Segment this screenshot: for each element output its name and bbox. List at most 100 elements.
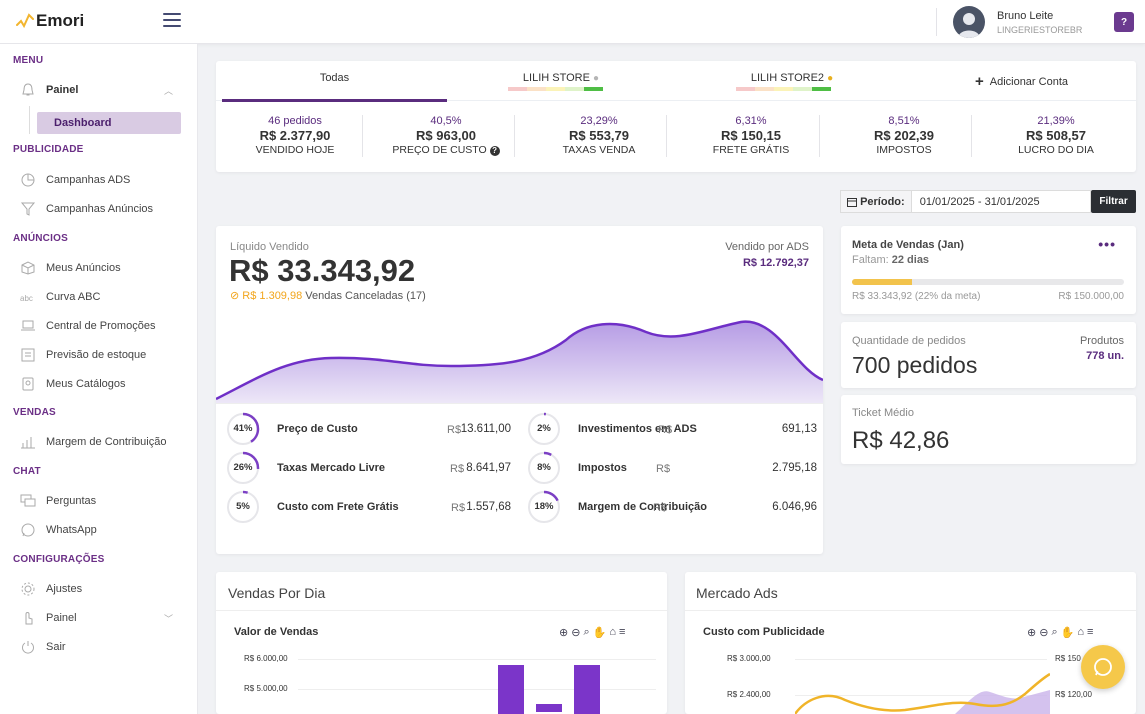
y-right-tick-label: R$ 120,00 [1055, 690, 1092, 699]
sidebar-item-dashboard[interactable]: Dashboard [37, 112, 181, 134]
tree-line [29, 106, 30, 134]
ads-line [795, 672, 1050, 714]
sidebar-item-meus-catalogos[interactable]: Meus Catálogos [0, 372, 197, 396]
pan-icon[interactable]: ✋ [1060, 627, 1075, 639]
search-icon[interactable]: ⌕ [583, 626, 590, 638]
sidebar-item-painel[interactable]: Painel ︿ [0, 78, 197, 102]
y-tick-label: R$ 5.000,00 [244, 684, 288, 693]
bar[interactable] [574, 665, 600, 714]
tab-lilih-store2[interactable]: LILIH STORE2 ● [677, 61, 907, 101]
bar-chart-icon [21, 437, 35, 449]
catalog-icon [22, 377, 34, 391]
search-icon[interactable]: ⌕ [1051, 626, 1058, 638]
sidebar-item-margem[interactable]: Margem de Contribuição [0, 430, 197, 454]
ads-area [955, 690, 1050, 714]
tab-label: Todas [319, 72, 350, 84]
help-button[interactable]: ? [1114, 12, 1134, 32]
ring-percent: 5% [236, 501, 250, 512]
filter-button[interactable]: Filtrar [1091, 190, 1136, 213]
section-menu: MENU [13, 55, 44, 66]
sidebar: MENU Painel ︿ Dashboard PUBLICIDADE Camp… [0, 44, 198, 714]
grid-line [298, 689, 656, 690]
cost-label: Preço de Custo [277, 423, 358, 435]
sidebar-item-campanhas-anuncios[interactable]: Campanhas Anúncios [0, 197, 197, 221]
section-anuncios: ANÚNCIOS [13, 233, 68, 244]
whatsapp-chat-button[interactable] [1081, 645, 1125, 689]
liquido-value: R$ 33.343,92 [229, 253, 416, 288]
grid-line [298, 659, 656, 660]
percent-ring [226, 412, 260, 446]
bar[interactable] [498, 665, 524, 714]
section-vendas: VENDAS [13, 407, 56, 418]
canceled-value: R$ 1.309,98 [242, 290, 303, 302]
stat-vendido-hoje: 46 pedidos R$ 2.377,90 VENDIDO HOJE [220, 115, 370, 156]
user-name[interactable]: Bruno Leite [997, 10, 1054, 22]
zoom-in-icon[interactable]: ⊕ [559, 627, 569, 639]
sidebar-item-sair[interactable]: Sair [0, 635, 197, 659]
pie-chart-icon [21, 173, 35, 187]
sidebar-item-painel-config[interactable]: Painel ﹀ [0, 606, 197, 630]
sidebar-item-previsao-estoque[interactable]: Previsão de estoque [0, 343, 197, 367]
tab-todas[interactable]: Todas [222, 61, 447, 101]
stat-pct: 6,31% [735, 115, 767, 127]
avatar[interactable] [953, 6, 985, 38]
tab-lilih-store[interactable]: LILIH STORE ● [447, 61, 677, 101]
percent-ring [226, 490, 260, 524]
sidebar-item-meus-anuncios[interactable]: Meus Anúncios [0, 256, 197, 280]
sidebar-item-central-promocoes[interactable]: Central de Promoções [0, 314, 197, 338]
chevron-down-icon[interactable]: ﹀ [164, 614, 174, 624]
sidebar-label: Meus Catálogos [46, 378, 126, 390]
sidebar-label: Campanhas Anúncios [46, 203, 154, 215]
stat-label: IMPOSTOS [876, 144, 932, 156]
y-right-tick-label: R$ 150 [1055, 654, 1081, 663]
add-account-button[interactable]: + Adicionar Conta [907, 61, 1136, 101]
home-icon[interactable]: ⌂ [609, 626, 616, 638]
sidebar-item-whatsapp[interactable]: WhatsApp [0, 518, 197, 542]
zoom-in-icon[interactable]: ⊕ [1027, 627, 1037, 639]
pedidos-card: Quantidade de pedidos 700 pedidos Produt… [841, 322, 1136, 388]
sidebar-label: Perguntas [46, 495, 97, 507]
stat-pct: 40,5% [430, 115, 462, 127]
app-logo[interactable]: Emori [16, 11, 84, 31]
more-options-icon[interactable]: ••• [1098, 236, 1116, 252]
sidebar-label: Painel [46, 84, 79, 96]
divider [216, 610, 667, 611]
stat-value: R$ 963,00 [416, 128, 476, 143]
menu-icon[interactable]: ≡ [618, 626, 626, 638]
menu-icon[interactable]: ≡ [1086, 626, 1094, 638]
area-line [216, 320, 823, 401]
menu-toggle-icon[interactable] [163, 13, 181, 27]
cost-label: Margem de Contribuição [578, 501, 707, 513]
card-title: Vendas Por Dia [228, 585, 326, 601]
abc-icon: abc [20, 294, 33, 303]
home-icon[interactable]: ⌂ [1077, 626, 1084, 638]
stat-pct: 46 pedidos [268, 115, 322, 127]
silver-medal-icon: ● [593, 73, 600, 84]
sidebar-item-perguntas[interactable]: Perguntas [0, 489, 197, 513]
sidebar-item-campanhas-ads[interactable]: Campanhas ADS [0, 168, 197, 192]
question-circle-icon[interactable]: ? [489, 146, 500, 156]
pan-icon[interactable]: ✋ [592, 627, 607, 639]
period-input[interactable]: 01/01/2025 - 31/01/2025 [911, 190, 1092, 213]
whatsapp-icon [1094, 658, 1112, 676]
section-chat: CHAT [13, 466, 41, 477]
cost-value: 1.557,68 [466, 501, 511, 513]
stat-preco-custo: 40,5% R$ 963,00 PREÇO DE CUSTO ? [371, 115, 521, 156]
section-publicidade: PUBLICIDADE [13, 144, 84, 155]
y-tick-label: R$ 3.000,00 [727, 654, 771, 663]
divider [514, 115, 515, 157]
bar[interactable] [536, 704, 562, 712]
zoom-out-icon[interactable]: ⊖ [571, 627, 581, 639]
ring-fill [226, 412, 260, 446]
pointer-icon [25, 612, 33, 625]
ads-sold-value: R$ 12.792,37 [742, 257, 809, 269]
sidebar-label: Previsão de estoque [46, 349, 147, 361]
zoom-out-icon[interactable]: ⊖ [1039, 627, 1049, 639]
sidebar-item-ajustes[interactable]: Ajustes [0, 577, 197, 601]
cost-value: 6.046,96 [772, 501, 817, 513]
stat-value: R$ 508,57 [1026, 128, 1086, 143]
sidebar-item-curva-abc[interactable]: abc Curva ABC [0, 285, 197, 309]
account-tabs: Todas LILIH STORE ● LILIH STORE2 ● + Adic… [216, 61, 1136, 101]
chevron-up-icon[interactable]: ︿ [164, 86, 174, 96]
stat-pct: 21,39% [1037, 115, 1075, 127]
